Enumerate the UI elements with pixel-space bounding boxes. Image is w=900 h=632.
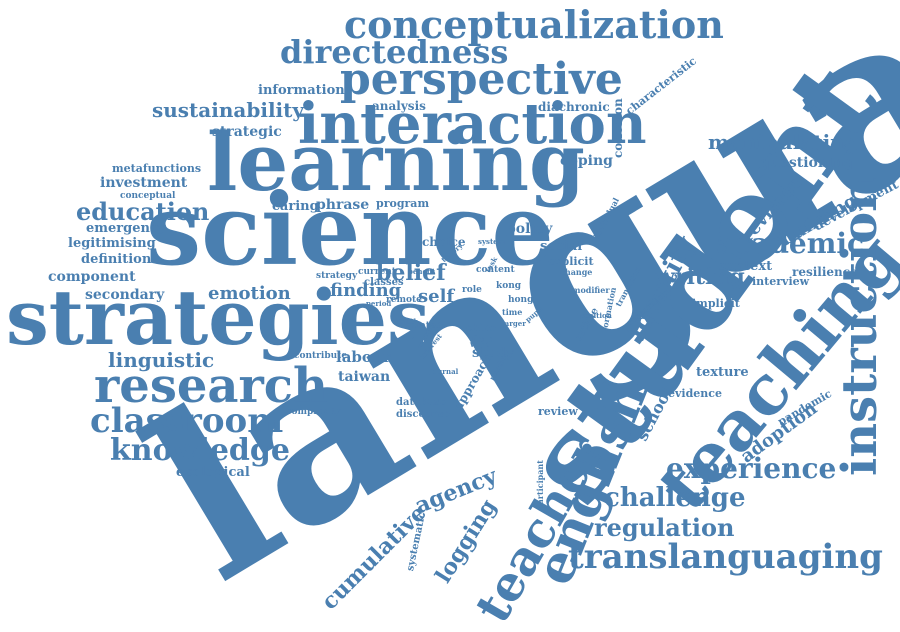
word-benefit: benefit [408,268,435,275]
word-emergency: emergency [86,222,165,235]
word-hong: hong [508,296,533,305]
word-larger: larger [502,320,526,327]
word-current: current [358,268,396,277]
word-metafunctions: metafunctions [112,163,201,174]
word-secondary: secondary [85,288,164,302]
word-change: change [560,268,592,276]
word-strategy: strategy [316,272,357,281]
word-wind: wind [470,340,491,348]
word-legitimising: legitimising [68,237,156,250]
word-instruction: instruction [836,177,884,476]
word-classes: classes [364,278,404,288]
word-review: review [538,406,578,417]
word-evidence: evidence [668,388,722,399]
word-china: china [466,324,497,334]
word-caring: caring [272,200,319,213]
word-definition: definition [81,253,151,266]
word-coping: coping [560,154,613,168]
word-translanguaging: translanguaging [568,540,883,574]
word-depth: depth [396,318,419,325]
word-participant: participant [536,460,544,510]
word-system: system [478,238,505,245]
word-ecological: ecological [176,466,250,479]
word-self: self [418,288,454,306]
word-role: role [462,286,482,295]
word-modifier: modifier [572,286,610,294]
word-complexity: complexity [286,408,341,417]
word-explicit: explicit [548,256,594,267]
word-remote: remote [386,296,422,305]
word-context: context [718,260,772,273]
word-phrase: phrase [316,198,369,212]
word-linguistic: linguistic [108,350,214,370]
word-texture: texture [696,366,749,379]
word-sustainability: sustainability [152,100,304,120]
word-taiwan: taiwan [338,370,390,384]
word-investment: investment [100,176,187,190]
word-content: content [476,266,515,275]
word-emotion: emotion [208,285,291,303]
word-kong: kong [496,282,521,291]
word-journal: journal [430,368,458,375]
word-challenge: challenge [604,485,746,511]
word-cohesion: cohesion [612,98,624,158]
word-period: period [366,300,391,307]
word-discourse: discourse [396,410,450,420]
word-directedness: directedness [280,36,508,68]
word-knowledge: knowledge [110,436,290,466]
word-social: social [540,240,582,253]
word-analysis: analysis [372,100,426,112]
word-implicit: implicit [692,298,740,309]
word-database: database [396,398,446,408]
word-regulation: regulation [594,516,734,540]
word-contribute: contribute [294,352,347,361]
word-information: information [258,84,345,97]
word-strategic: strategic [212,125,282,139]
word-position: position [580,312,612,319]
word-questioning: questioning [760,156,853,170]
word-time: time [502,308,522,316]
word-manipulating: manipulating [708,132,859,152]
word-policy: policy [506,222,552,236]
word-component: component [48,270,136,284]
word-conceptual: conceptual [120,192,175,201]
word-program: program [376,198,429,209]
word-interview: interview [752,276,809,287]
word-diachronic: diachronic [538,101,610,113]
